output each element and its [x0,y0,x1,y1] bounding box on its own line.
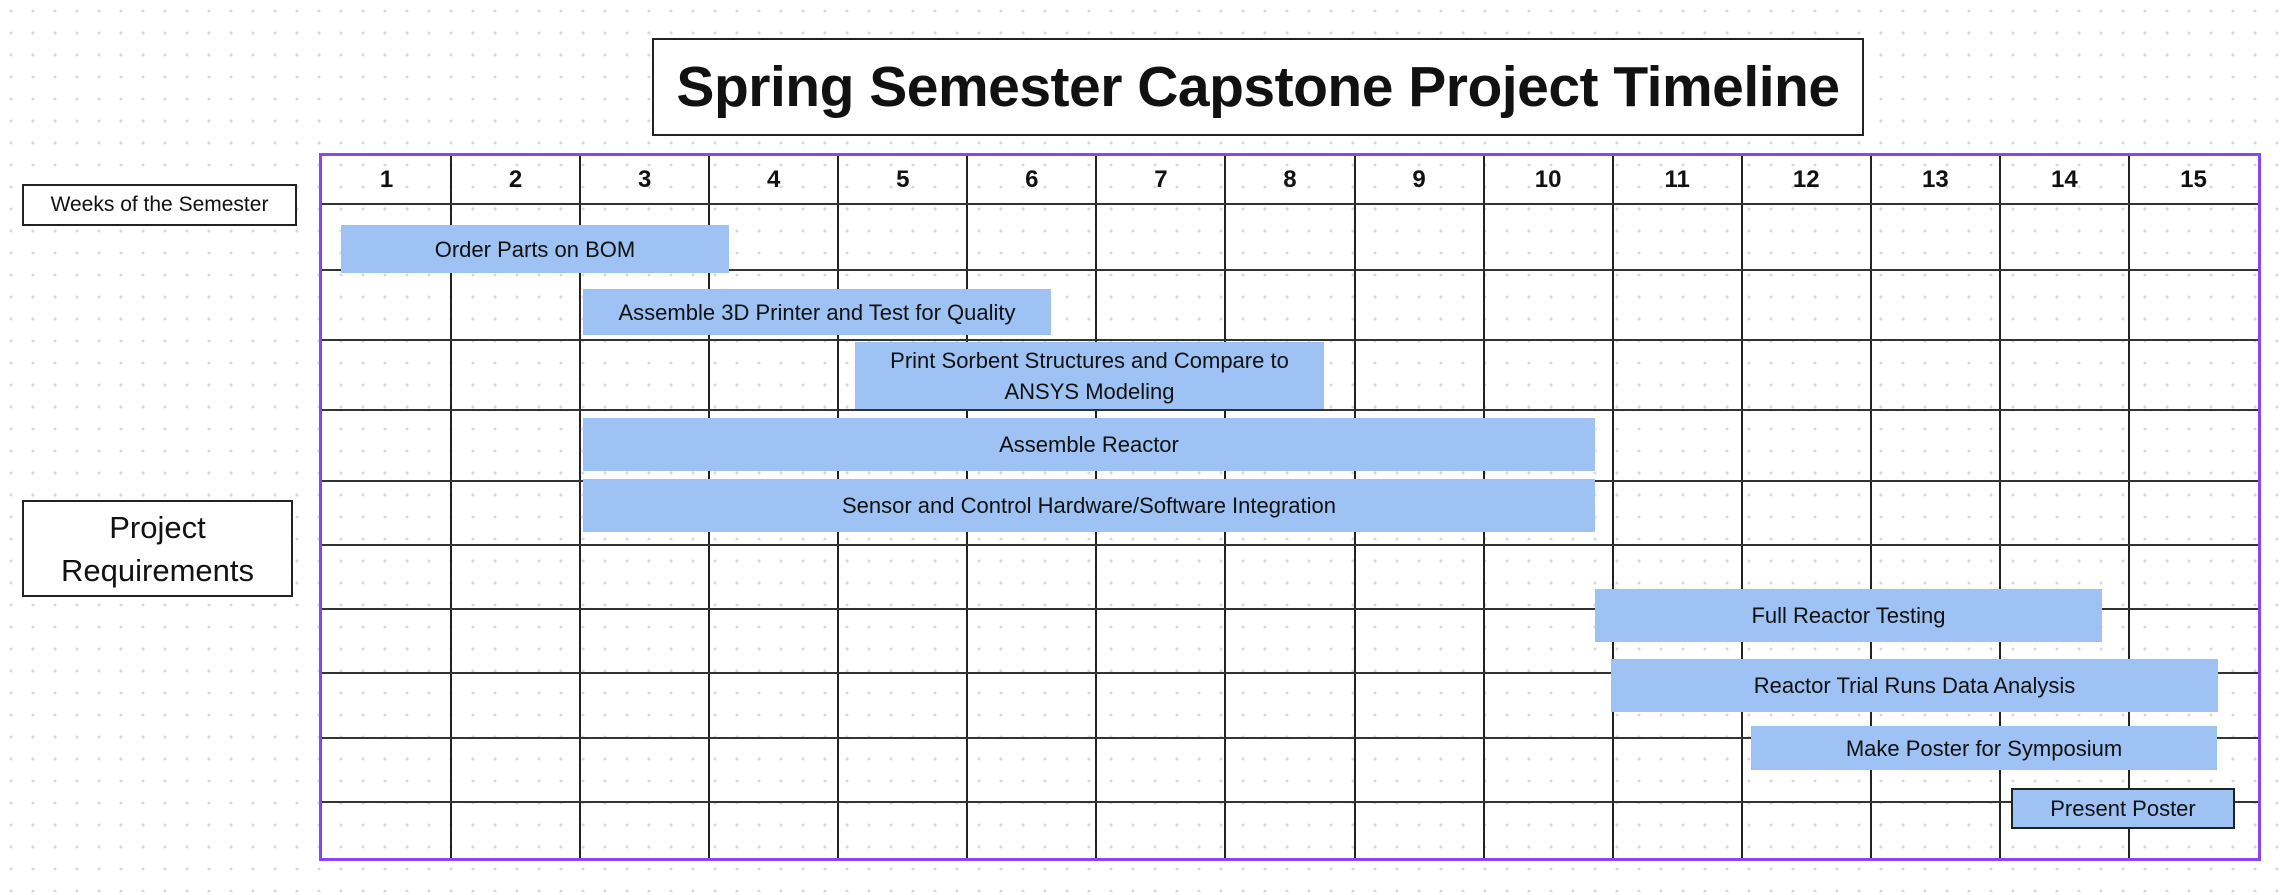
week-header: 1 [379,165,394,193]
week-header: 11 [1664,165,1690,193]
week-header: 3 [637,165,652,193]
task-bar: Full Reactor Testing [1595,589,2102,642]
task-bar: Present Poster [2011,788,2235,829]
task-bar: Print Sorbent Structures and Compare to … [855,342,1324,409]
grid-column-line [2127,156,2130,858]
task-bar: Assemble 3D Printer and Test for Quality [583,289,1051,335]
week-header: 6 [1025,165,1039,193]
week-header: 14 [2051,165,2078,193]
grid-row-line [322,339,2258,341]
week-header: 7 [1154,165,1168,193]
grid-column-line [1998,156,2001,858]
grid-column-line [1611,156,1614,858]
week-header: 15 [2180,165,2207,193]
task-bar: Assemble Reactor [583,418,1595,471]
requirements-label: Project Requirements [22,500,293,597]
week-header: 10 [1534,165,1562,193]
grid-row-line [322,672,2258,674]
task-bar: Order Parts on BOM [341,225,729,273]
grid-row-line [322,203,2258,205]
grid-row-line [322,608,2258,610]
grid-row-line [322,801,2258,803]
grid-column-line [579,156,582,858]
week-header: 12 [1792,165,1820,193]
grid-column-line [450,156,453,858]
week-header: 4 [767,165,781,193]
week-header: 2 [508,165,523,193]
grid-row-line [322,737,2258,739]
task-bar: Make Poster for Symposium [1751,726,2217,770]
week-header: 5 [896,165,910,193]
grid-row-line [322,269,2258,271]
weeks-label: Weeks of the Semester [22,184,297,226]
week-header: 13 [1921,165,1949,193]
page-title: Spring Semester Capstone Project Timelin… [652,38,1864,136]
grid-column-line [1869,156,1872,858]
task-bar: Sensor and Control Hardware/Software Int… [583,479,1595,532]
grid-row-line [322,544,2258,546]
week-header: 8 [1283,165,1297,193]
grid-column-line [1740,156,1743,858]
week-header: 9 [1412,165,1426,193]
grid-row-line [322,409,2258,411]
task-bar: Reactor Trial Runs Data Analysis [1611,659,2218,712]
